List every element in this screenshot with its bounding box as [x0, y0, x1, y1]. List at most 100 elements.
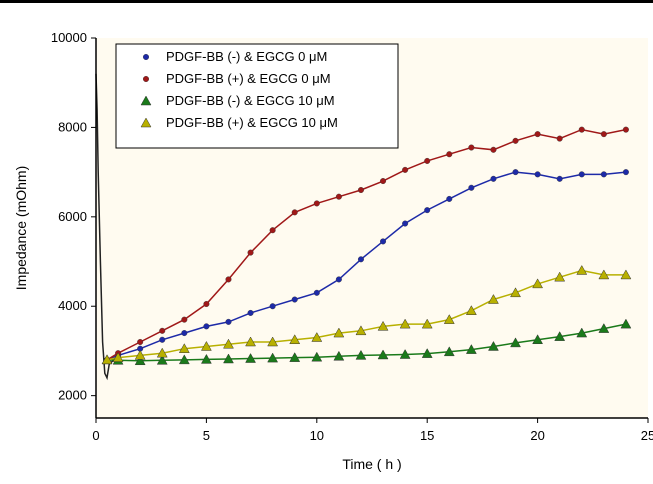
data-point — [512, 137, 519, 144]
data-point — [534, 171, 541, 178]
top-border-rule — [0, 0, 653, 3]
data-point — [311, 351, 323, 362]
data-point — [443, 346, 455, 357]
legend-label: PDGF-BB (-) & EGCG 0 μM — [166, 49, 327, 64]
data-point — [380, 178, 387, 185]
series-3 — [101, 318, 632, 366]
data-point — [245, 353, 256, 363]
data-point — [200, 340, 212, 351]
legend-marker — [140, 95, 152, 106]
data-point — [269, 227, 276, 234]
data-point — [399, 349, 411, 359]
data-point — [247, 309, 254, 316]
data-point — [446, 195, 453, 202]
series-1 — [104, 169, 629, 363]
data-point — [598, 269, 610, 280]
data-point — [443, 314, 455, 324]
data-point — [446, 151, 453, 158]
legend-marker — [142, 54, 149, 61]
data-point — [490, 175, 497, 182]
data-point — [600, 171, 607, 178]
data-point — [134, 355, 146, 366]
data-point — [313, 289, 320, 296]
data-point — [137, 339, 144, 346]
data-point — [112, 352, 124, 362]
series-4 — [101, 264, 632, 365]
data-point — [247, 249, 254, 256]
legend: PDGF-BB (-) & EGCG 0 μM PDGF-BB (+) & EGC… — [115, 43, 399, 149]
data-point — [512, 169, 519, 176]
data-point — [335, 276, 342, 283]
data-point — [335, 193, 342, 200]
data-point — [291, 296, 298, 303]
data-point — [159, 336, 166, 343]
series-2 — [104, 126, 629, 363]
data-point — [355, 349, 367, 360]
legend-box — [115, 43, 399, 149]
data-point — [424, 157, 431, 164]
legend-label: PDGF-BB (+) & EGCG 10 μM — [166, 115, 338, 130]
data-point — [424, 207, 431, 214]
data-point — [554, 271, 566, 282]
legend-label: PDGF-BB (-) & EGCG 10 μM — [166, 93, 335, 108]
data-point — [377, 320, 389, 331]
data-point — [510, 337, 521, 348]
data-point — [556, 175, 563, 182]
data-point — [534, 131, 541, 138]
data-point — [203, 301, 210, 308]
data-point — [468, 144, 475, 151]
data-point — [465, 305, 477, 315]
y-tick-label: 8000 — [58, 119, 87, 134]
data-point — [620, 318, 632, 329]
data-point — [357, 256, 364, 263]
data-point — [267, 352, 279, 363]
data-point — [598, 323, 610, 333]
x-tick-label: 20 — [530, 428, 544, 443]
data-point — [355, 325, 367, 336]
data-point — [576, 264, 588, 275]
data-point — [578, 126, 585, 133]
data-point — [291, 209, 298, 216]
data-point — [402, 220, 409, 227]
data-point — [159, 327, 166, 334]
data-point — [156, 354, 168, 365]
data-point — [225, 276, 232, 283]
data-point — [402, 166, 409, 173]
data-point — [554, 331, 566, 341]
data-point — [421, 348, 433, 358]
data-point — [223, 353, 234, 364]
data-point — [465, 344, 477, 354]
data-point — [532, 334, 544, 345]
data-point — [311, 332, 323, 342]
data-point — [225, 318, 232, 325]
y-axis-title: Impedance (mOhm) — [13, 166, 29, 290]
data-point — [620, 269, 632, 280]
y-tick-label: 10000 — [51, 30, 87, 45]
x-tick-label: 25 — [641, 428, 653, 443]
data-point — [289, 334, 301, 345]
data-point — [178, 343, 190, 353]
data-point — [600, 131, 607, 138]
data-point — [181, 330, 188, 337]
data-point — [203, 323, 210, 330]
baseline-drop-curve — [95, 73, 119, 381]
data-point — [333, 327, 345, 338]
data-point — [245, 336, 256, 347]
legend-marker — [142, 75, 149, 82]
legend-marker — [140, 117, 152, 128]
x-tick-label: 5 — [203, 428, 210, 443]
data-point — [269, 303, 276, 310]
legend-label: PDGF-BB (+) & EGCG 0 μM — [166, 71, 331, 86]
y-tick-label: 2000 — [58, 388, 87, 403]
data-point — [622, 169, 629, 176]
data-point — [134, 349, 146, 360]
data-point — [377, 349, 389, 360]
data-point — [156, 347, 168, 358]
x-tick-label: 10 — [310, 428, 324, 443]
data-point — [532, 278, 544, 289]
data-point — [313, 200, 320, 207]
x-tick-label: 15 — [420, 428, 434, 443]
data-point — [578, 171, 585, 178]
data-point — [101, 354, 113, 365]
